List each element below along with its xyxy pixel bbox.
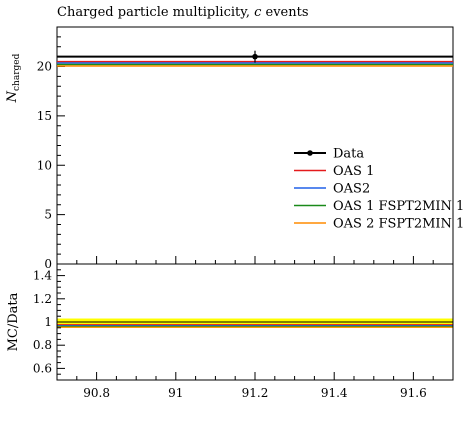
title-italic: c [254, 5, 262, 20]
x-tick-label: 91 [168, 386, 183, 400]
main-x-ticks [56, 256, 454, 264]
main-y-tick-label: 10 [37, 158, 52, 172]
x-tick-label: 91.6 [400, 386, 427, 400]
main-y-tick-label: 15 [37, 109, 52, 123]
legend-label: Data [333, 147, 364, 162]
main-minor-ticks [57, 26, 61, 255]
ratio-y-axis-title: MC/Data [6, 292, 21, 351]
main-y-tick-label: 20 [37, 60, 52, 74]
main-y-ticks: 0 5 10 15 20 [37, 60, 65, 271]
legend-item: OAS 1 FSPT2MIN 1 [294, 199, 464, 214]
ratio-y-ticks: 0.6 0.8 1 1.2 1.4 [33, 269, 65, 375]
ylabel-sub: charged [12, 53, 22, 91]
legend-label: OAS2 [333, 182, 370, 197]
chart-title: Charged particle multiplicity, c events [57, 5, 309, 20]
x-tick-label: 91.4 [321, 386, 348, 400]
legend: Data OAS 1 OAS2 OAS 1 FSPT2MIN 1 OAS 2 FSPT2… [294, 147, 464, 232]
main-plot: 0 5 10 15 20 Ncharged Data OAS 1 OAS2 OAS 1 FSP… [5, 26, 464, 271]
ratio-y-tick-label: 0.8 [33, 338, 52, 352]
ratio-series [57, 324, 453, 328]
title-rest: events [261, 5, 308, 20]
legend-label: OAS 1 [333, 164, 374, 179]
ratio-y-tick-label: 1.2 [33, 292, 52, 306]
legend-label: OAS 2 FSPT2MIN 1 [333, 217, 464, 232]
x-tick-label: 90.8 [83, 386, 110, 400]
ratio-y-tick-label: 0.6 [33, 361, 52, 375]
main-y-axis-title: Ncharged [5, 53, 22, 103]
ratio-y-tick-label: 1.4 [33, 269, 52, 283]
legend-item: Data [294, 147, 364, 162]
ratio-minor-ticks [57, 269, 61, 375]
ratio-y-tick-label: 1 [44, 315, 52, 329]
legend-item: OAS 1 [294, 164, 374, 179]
ratio-x-ticks: 90.8 91 91.2 91.4 91.6 [56, 372, 454, 400]
main-y-tick-label: 0 [44, 257, 52, 271]
data-series [57, 50, 453, 63]
ylabel-main: N [5, 90, 20, 103]
ratio-band [57, 318, 453, 328]
x-tick-label: 91.2 [242, 386, 269, 400]
legend-item: OAS 2 FSPT2MIN 1 [294, 217, 464, 232]
legend-item: OAS2 [294, 182, 370, 197]
legend-marker [307, 150, 313, 156]
title-main: Charged particle multiplicity, [57, 5, 254, 20]
main-y-tick-label: 5 [44, 208, 52, 222]
legend-label: OAS 1 FSPT2MIN 1 [333, 199, 464, 214]
data-point [252, 53, 258, 60]
ratio-plot: 0.6 0.8 1 1.2 1.4 90.8 91 91.2 91.4 91.6 MC/Data [6, 263, 454, 400]
